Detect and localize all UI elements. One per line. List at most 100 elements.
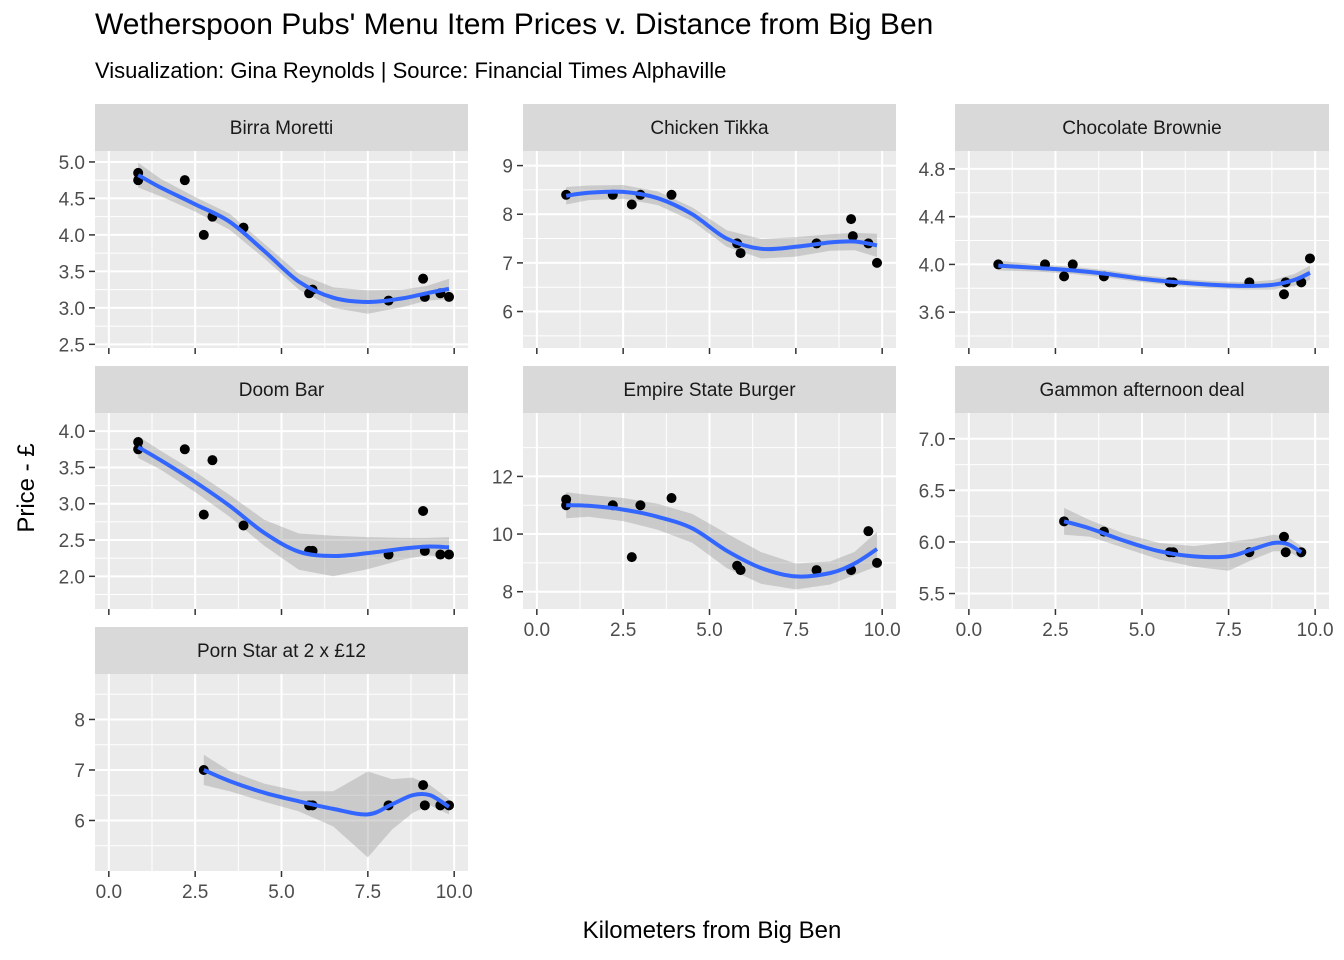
data-point bbox=[863, 526, 874, 537]
smooth-line bbox=[137, 445, 450, 559]
y-tick-label: 12 bbox=[492, 467, 513, 488]
data-point bbox=[561, 500, 572, 511]
data-point bbox=[418, 273, 429, 284]
data-point bbox=[198, 229, 209, 240]
data-point bbox=[207, 455, 218, 466]
facet-label: Chicken Tikka bbox=[650, 118, 769, 139]
data-point bbox=[666, 189, 677, 200]
smooth-line bbox=[998, 263, 1311, 288]
confidence-band bbox=[566, 492, 877, 590]
facet-strip bbox=[95, 366, 468, 413]
y-tick-label: 2.5 bbox=[59, 531, 85, 552]
data-point bbox=[1059, 271, 1070, 282]
data-point bbox=[635, 500, 646, 511]
confidence-band bbox=[138, 436, 449, 577]
x-tick-label: 0.0 bbox=[96, 882, 122, 903]
y-tick-label: 4.4 bbox=[919, 208, 946, 229]
data-point bbox=[872, 557, 883, 568]
smooth-line bbox=[566, 503, 879, 579]
facet-panel: Chocolate Brownie 3.6 4.0 4.4 4.8 bbox=[919, 104, 1329, 354]
y-tick-label: 2.0 bbox=[59, 567, 85, 588]
y-tick-label: 4.5 bbox=[59, 189, 85, 210]
y-tick-label: 6 bbox=[502, 303, 513, 324]
data-point bbox=[811, 565, 822, 576]
x-tick-label: 0.0 bbox=[524, 620, 550, 641]
data-point bbox=[179, 175, 190, 186]
y-tick-label: 3.6 bbox=[919, 303, 945, 324]
data-point bbox=[444, 549, 455, 560]
y-tick-label: 4.8 bbox=[919, 160, 945, 181]
y-tick-label: 4.0 bbox=[919, 255, 945, 276]
facet-label: Empire State Burger bbox=[623, 380, 796, 401]
facet-label: Chocolate Brownie bbox=[1062, 118, 1221, 139]
x-axis-title: Kilometers from Big Ben bbox=[583, 917, 842, 944]
x-tick-label: 5.0 bbox=[1129, 620, 1155, 641]
smooth-line bbox=[565, 189, 878, 252]
y-tick-label: 8 bbox=[502, 583, 513, 604]
data-point bbox=[847, 231, 858, 242]
x-tick-label: 10.0 bbox=[1297, 620, 1334, 641]
facet-panel: Empire State Burger 8 10 12 0.0 2.5 5.0 7.5 10.0 bbox=[492, 366, 901, 641]
y-tick-label: 6 bbox=[74, 811, 85, 832]
facet-label: Birra Moretti bbox=[230, 118, 333, 139]
x-tick-label: 5.0 bbox=[696, 620, 722, 641]
data-point bbox=[846, 214, 857, 225]
facet-strip bbox=[523, 104, 896, 151]
data-point bbox=[1304, 253, 1315, 264]
data-point bbox=[419, 800, 430, 811]
smooth-line bbox=[1063, 519, 1303, 560]
y-tick-label: 6.5 bbox=[919, 481, 945, 502]
data-point bbox=[666, 493, 677, 504]
y-tick-label: 3.5 bbox=[59, 458, 85, 479]
y-tick-label: 10 bbox=[492, 525, 513, 546]
facet-label: Porn Star at 2 x £12 bbox=[197, 641, 366, 662]
chart-subtitle: Visualization: Gina Reynolds | Source: F… bbox=[95, 58, 727, 83]
x-tick-label: 10.0 bbox=[864, 620, 901, 641]
data-point bbox=[418, 780, 429, 791]
data-point bbox=[1280, 547, 1291, 558]
data-point bbox=[1278, 531, 1289, 542]
x-tick-label: 0.0 bbox=[956, 620, 982, 641]
facet-panel: Chicken Tikka 6 7 8 9 bbox=[502, 104, 896, 354]
y-tick-label: 4.0 bbox=[59, 422, 85, 443]
data-point bbox=[179, 444, 190, 455]
data-point bbox=[418, 506, 429, 516]
facet-strip bbox=[95, 104, 468, 151]
y-tick-label: 8 bbox=[502, 205, 513, 226]
facet-label: Doom Bar bbox=[239, 380, 325, 401]
data-point bbox=[198, 509, 209, 520]
y-tick-label: 3.0 bbox=[59, 299, 85, 320]
facet-panel: Gammon afternoon deal 5.5 6.0 6.5 7.0 0.0 2.5 5… bbox=[919, 366, 1334, 641]
data-point bbox=[444, 291, 455, 302]
smooth-line bbox=[203, 768, 451, 817]
facet-panel: Birra Moretti 2.5 3.0 3.5 4.0 4.5 5.0 bbox=[59, 104, 468, 356]
facet-strip bbox=[955, 366, 1329, 413]
confidence-band bbox=[566, 185, 877, 259]
data-point bbox=[626, 199, 637, 210]
data-point bbox=[735, 565, 746, 576]
y-tick-label: 7.0 bbox=[919, 430, 945, 451]
y-tick-label: 4.0 bbox=[59, 226, 85, 247]
confidence-band bbox=[138, 162, 449, 314]
y-tick-label: 2.5 bbox=[59, 335, 85, 356]
x-tick-label: 5.0 bbox=[268, 882, 294, 903]
facet-panel: Porn Star at 2 x £12 6 7 8 0.0 2.5 5.0 7.5 10.0 bbox=[74, 627, 473, 903]
y-tick-label: 5.5 bbox=[919, 585, 945, 606]
data-point bbox=[626, 552, 637, 563]
x-tick-label: 7.5 bbox=[355, 882, 381, 903]
y-tick-label: 8 bbox=[74, 710, 85, 731]
facet-strip bbox=[523, 366, 896, 413]
data-point bbox=[435, 549, 446, 560]
x-tick-label: 2.5 bbox=[1042, 620, 1068, 641]
x-tick-label: 2.5 bbox=[610, 620, 636, 641]
y-tick-label: 3.5 bbox=[59, 262, 85, 283]
data-point bbox=[133, 437, 144, 448]
data-point bbox=[735, 248, 746, 259]
chart-title: Wetherspoon Pubs' Menu Item Prices v. Di… bbox=[95, 8, 934, 41]
x-tick-label: 7.5 bbox=[1215, 620, 1241, 641]
facet-label: Gammon afternoon deal bbox=[1040, 380, 1245, 401]
y-tick-label: 7 bbox=[502, 254, 513, 275]
y-tick-label: 3.0 bbox=[59, 495, 85, 516]
y-tick-label: 9 bbox=[502, 157, 513, 178]
data-point bbox=[1278, 289, 1289, 300]
